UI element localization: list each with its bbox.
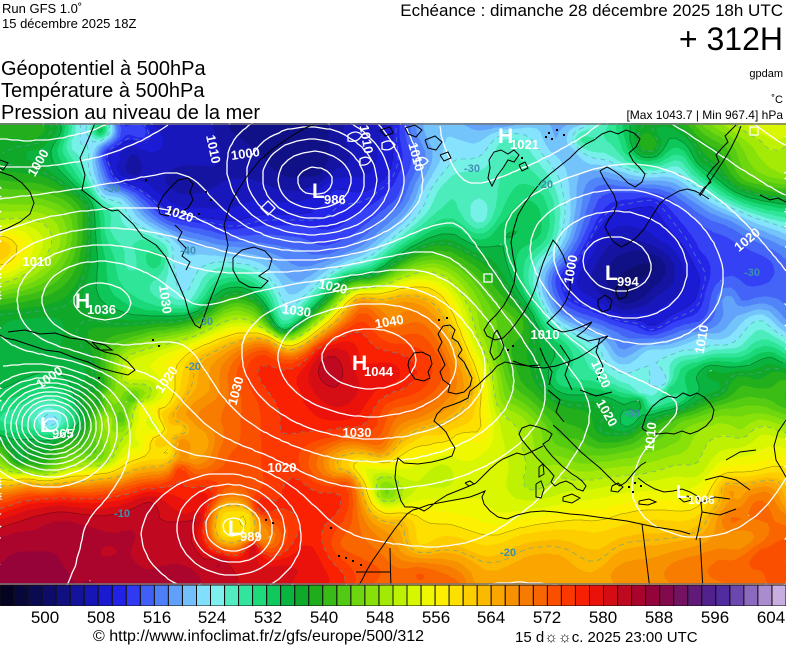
svg-text:H: H	[75, 290, 90, 313]
svg-text:-30: -30	[744, 267, 760, 279]
svg-text:1010: 1010	[203, 133, 224, 164]
svg-text:-20: -20	[500, 547, 516, 559]
svg-text:1030: 1030	[225, 375, 247, 407]
svg-text:-30: -30	[197, 316, 213, 328]
svg-text:1020: 1020	[268, 460, 297, 475]
svg-text:L: L	[228, 517, 241, 540]
svg-text:-30: -30	[104, 183, 120, 195]
svg-text:L: L	[40, 414, 53, 437]
svg-text:L: L	[605, 262, 618, 285]
svg-text:1010: 1010	[23, 254, 52, 269]
svg-text:-30: -30	[464, 163, 480, 175]
svg-text:1030: 1030	[343, 425, 372, 440]
svg-text:1006: 1006	[688, 493, 715, 507]
svg-text:1021: 1021	[510, 137, 539, 152]
svg-text:1044: 1044	[364, 364, 394, 379]
svg-text:-20: -20	[185, 361, 201, 373]
svg-text:1030: 1030	[156, 284, 175, 315]
svg-text:-40: -40	[180, 245, 196, 257]
svg-text:1020: 1020	[317, 276, 348, 297]
svg-text:1010: 1010	[642, 422, 659, 452]
svg-text:994: 994	[617, 274, 639, 289]
svg-text:H: H	[352, 352, 367, 375]
svg-text:965: 965	[52, 426, 74, 441]
svg-text:1010: 1010	[531, 327, 560, 342]
svg-text:-30: -30	[624, 408, 640, 420]
svg-text:1010: 1010	[357, 124, 377, 155]
svg-text:-10: -10	[114, 508, 130, 520]
svg-text:L: L	[676, 482, 687, 502]
svg-text:989: 989	[240, 529, 262, 544]
svg-text:1030: 1030	[281, 301, 312, 320]
svg-text:1000: 1000	[561, 254, 581, 285]
svg-text:1036: 1036	[87, 302, 116, 317]
svg-text:H: H	[498, 125, 513, 148]
svg-text:L: L	[312, 180, 325, 203]
svg-text:1040: 1040	[374, 312, 405, 332]
svg-text:986: 986	[324, 192, 346, 207]
svg-text:1010: 1010	[692, 324, 712, 355]
svg-text:-20: -20	[537, 179, 553, 191]
svg-text:1000: 1000	[230, 144, 261, 163]
